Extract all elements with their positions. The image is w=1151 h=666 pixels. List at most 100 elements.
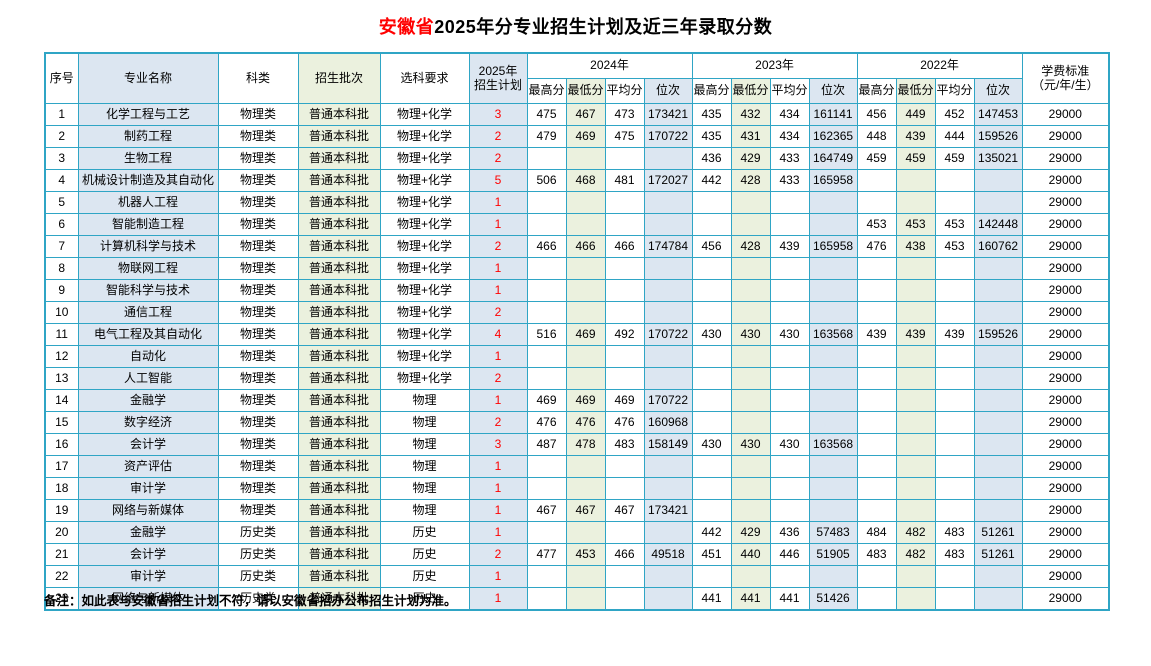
cell-2024-max <box>526 565 567 588</box>
cell-tuition: 29000 <box>1021 587 1110 611</box>
cell-2023-avg: 436 <box>769 521 810 544</box>
cell-plan-2025: 2 <box>468 125 528 148</box>
cell-2024-max <box>526 301 567 324</box>
cell-batch: 普通本科批 <box>297 587 381 611</box>
header-row-2: 最高分 最低分 平均分 位次 最高分 最低分 平均分 位次 最高分 最低分 平均… <box>45 78 1109 104</box>
cell-2022-rank <box>973 587 1023 611</box>
cell-major-name: 通信工程 <box>77 301 219 324</box>
cell-tuition: 29000 <box>1021 169 1110 192</box>
cell-plan-2025: 2 <box>468 411 528 434</box>
cell-2023-min <box>730 257 771 280</box>
cell-2024-rank: 158149 <box>643 433 693 456</box>
cell-plan-2025: 1 <box>468 257 528 280</box>
cell-2023-min <box>730 367 771 390</box>
cell-2022-avg <box>934 279 975 302</box>
cell-2023-min: 428 <box>730 169 771 192</box>
cell-2024-min <box>565 191 606 214</box>
cell-2024-rank: 170722 <box>643 323 693 346</box>
cell-2023-max: 442 <box>691 521 732 544</box>
cell-subject-req: 物理+化学 <box>379 323 470 346</box>
cell-major-name: 自动化 <box>77 345 219 368</box>
cell-subject-req: 历史 <box>379 543 470 566</box>
cell-2022-max <box>856 433 897 456</box>
cell-2024-min <box>565 279 606 302</box>
col-header-2022-avg: 平均分 <box>934 78 975 104</box>
cell-seq: 15 <box>44 411 79 434</box>
cell-major-name: 审计学 <box>77 477 219 500</box>
cell-plan-2025: 5 <box>468 169 528 192</box>
col-header-major: 专业名称 <box>77 52 219 104</box>
cell-category: 物理类 <box>217 367 299 390</box>
cell-2023-min <box>730 301 771 324</box>
cell-subject-req: 物理+化学 <box>379 235 470 258</box>
cell-2023-min <box>730 213 771 236</box>
cell-plan-2025: 1 <box>468 345 528 368</box>
cell-2023-max <box>691 389 732 412</box>
cell-2022-min <box>895 433 936 456</box>
cell-batch: 普通本科批 <box>297 455 381 478</box>
col-header-2023-min: 最低分 <box>730 78 771 104</box>
table-row: 13 人工智能 物理类 普通本科批 物理+化学 2 29000 <box>44 367 1110 390</box>
cell-2022-min: 439 <box>895 323 936 346</box>
cell-plan-2025: 1 <box>468 191 528 214</box>
col-header-2024-rank: 位次 <box>643 78 693 104</box>
cell-2023-min: 429 <box>730 147 771 170</box>
cell-batch: 普通本科批 <box>297 411 381 434</box>
cell-2024-min: 478 <box>565 433 606 456</box>
cell-2024-max <box>526 257 567 280</box>
cell-tuition: 29000 <box>1021 213 1110 236</box>
cell-2024-min <box>565 587 606 611</box>
cell-plan-2025: 1 <box>468 521 528 544</box>
cell-2023-min <box>730 565 771 588</box>
cell-2022-min: 438 <box>895 235 936 258</box>
cell-2023-rank: 164749 <box>808 147 858 170</box>
cell-category: 物理类 <box>217 499 299 522</box>
cell-2024-min: 476 <box>565 411 606 434</box>
cell-2022-min <box>895 257 936 280</box>
cell-tuition: 29000 <box>1021 433 1110 456</box>
cell-2023-avg: 434 <box>769 125 810 148</box>
cell-2023-rank <box>808 191 858 214</box>
cell-category: 物理类 <box>217 433 299 456</box>
cell-2023-avg: 441 <box>769 587 810 611</box>
cell-2023-avg <box>769 499 810 522</box>
cell-batch: 普通本科批 <box>297 147 381 170</box>
cell-2024-rank <box>643 191 693 214</box>
cell-plan-2025: 1 <box>468 279 528 302</box>
table-row: 23 网络与新媒体 历史类 普通本科批 历史 1 441 441 441 51426 29000 <box>44 587 1110 611</box>
tuition-header-line2: （元/年/生） <box>1031 77 1099 92</box>
cell-subject-req: 物理+化学 <box>379 103 470 126</box>
cell-2023-max <box>691 367 732 390</box>
cell-2023-rank <box>808 279 858 302</box>
cell-batch: 普通本科批 <box>297 543 381 566</box>
cell-2023-rank: 163568 <box>808 433 858 456</box>
cell-2022-min <box>895 499 936 522</box>
cell-seq: 1 <box>44 103 79 126</box>
cell-2023-min <box>730 345 771 368</box>
cell-batch: 普通本科批 <box>297 367 381 390</box>
cell-batch: 普通本科批 <box>297 389 381 412</box>
cell-2023-avg <box>769 301 810 324</box>
cell-2023-rank <box>808 301 858 324</box>
cell-2023-rank: 51426 <box>808 587 858 611</box>
cell-tuition: 29000 <box>1021 279 1110 302</box>
cell-2024-rank <box>643 477 693 500</box>
cell-2024-max: 467 <box>526 499 567 522</box>
cell-2023-rank <box>808 345 858 368</box>
cell-2024-avg: 476 <box>604 411 645 434</box>
cell-tuition: 29000 <box>1021 367 1110 390</box>
cell-2022-rank <box>973 433 1023 456</box>
cell-tuition: 29000 <box>1021 499 1110 522</box>
cell-tuition: 29000 <box>1021 103 1110 126</box>
cell-2023-max: 435 <box>691 103 732 126</box>
cell-2024-avg <box>604 213 645 236</box>
table-row: 21 会计学 历史类 普通本科批 历史 2 477 453 466 49518 451 440 446 5… <box>44 543 1110 566</box>
cell-major-name: 机械设计制造及其自动化 <box>77 169 219 192</box>
cell-2023-avg <box>769 411 810 434</box>
cell-2022-max <box>856 565 897 588</box>
table-row: 3 生物工程 物理类 普通本科批 物理+化学 2 436 429 433 164749 459 459… <box>44 147 1110 170</box>
cell-tuition: 29000 <box>1021 235 1110 258</box>
cell-seq: 21 <box>44 543 79 566</box>
cell-2024-max: 466 <box>526 235 567 258</box>
cell-category: 物理类 <box>217 323 299 346</box>
